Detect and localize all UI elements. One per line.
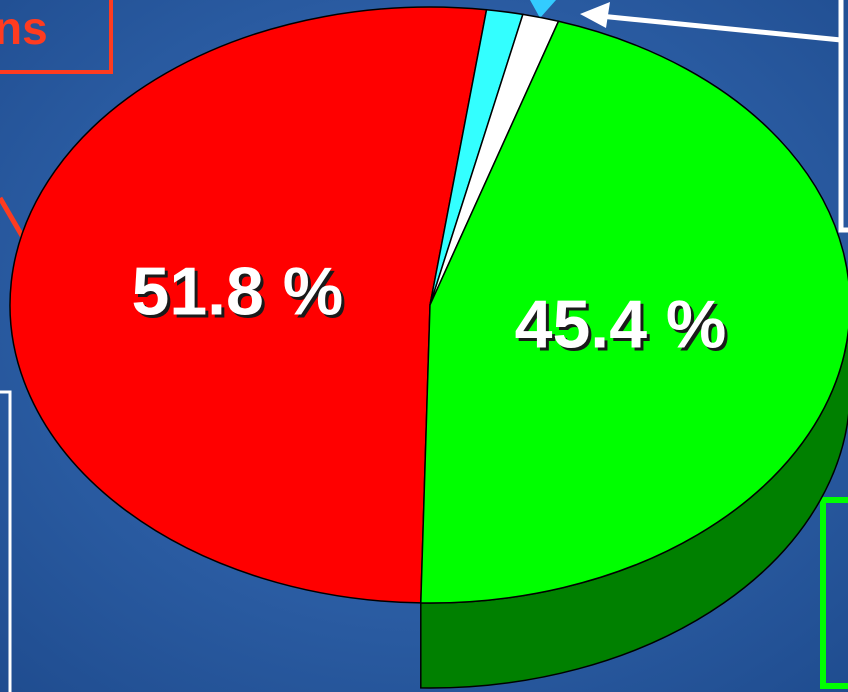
pie-labels: 51.8 %51.8 % 45.4 %45.4 %	[132, 253, 730, 365]
red-label-text: ns	[0, 2, 48, 54]
pie-slice-0	[9, 6, 488, 604]
red-label-box	[0, 0, 113, 74]
pie-label-shadow-3: 45.4 %	[518, 290, 730, 366]
green-box	[820, 497, 848, 689]
pie-slice-3	[420, 20, 848, 604]
cyan-arrow-head	[530, 0, 556, 18]
white-arrow-head	[580, 2, 610, 28]
pie-top	[9, 6, 848, 604]
white-left-box	[0, 390, 12, 692]
pie-label-3: 45.4 %	[515, 287, 727, 363]
pie-label-0: 51.8 %	[132, 253, 344, 329]
white-right-box	[838, 0, 848, 233]
white-arrow-line	[599, 13, 842, 43]
pie-label-shadow-0: 51.8 %	[135, 256, 347, 332]
